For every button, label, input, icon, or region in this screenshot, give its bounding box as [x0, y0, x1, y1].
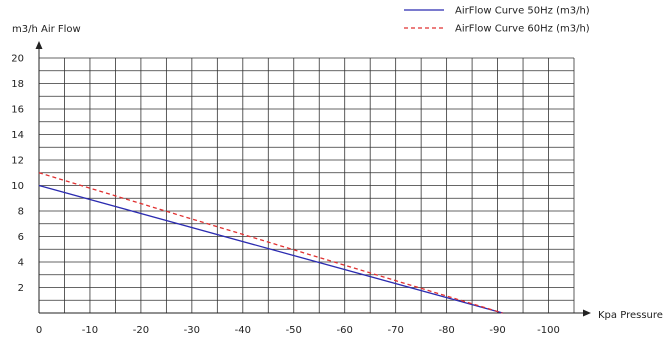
legend-label: AirFlow Curve 50Hz (m3/h): [455, 6, 590, 17]
y-tick-label: 14: [11, 130, 24, 141]
x-tick-label: 0: [36, 325, 42, 336]
x-tick-label: -20: [133, 325, 149, 336]
x-tick-label: -100: [537, 325, 560, 336]
axes: [35, 41, 591, 317]
y-tick-label: 6: [18, 232, 24, 243]
x-tick-label: -40: [235, 325, 251, 336]
series-lines: [38, 172, 503, 314]
x-tick-label: -30: [184, 325, 200, 336]
y-tick-label: 18: [11, 79, 24, 90]
x-tick-label: -10: [82, 325, 98, 336]
x-axis-label: Kpa Pressure: [598, 310, 663, 321]
legend-label: AirFlow Curve 60Hz (m3/h): [455, 24, 590, 35]
y-tick-label: 10: [11, 181, 24, 192]
tick-labels: 0 -10 -20 -30 -40 -50 -60 -70 -80 -90 -100 2 4 6 8 10 12…: [11, 54, 560, 337]
y-axis-arrow: [35, 41, 43, 49]
series-line-60hz: [38, 172, 503, 314]
y-axis-label: m3/h Air Flow: [12, 24, 81, 35]
x-axis-arrow: [583, 309, 591, 317]
series-line-50hz: [38, 184, 503, 314]
x-tick-label: -60: [337, 325, 353, 336]
grid: [39, 57, 575, 313]
y-tick-label: 16: [11, 105, 24, 116]
y-tick-label: 20: [11, 54, 24, 65]
y-tick-label: 12: [11, 156, 24, 167]
legend: AirFlow Curve 50Hz (m3/h) AirFlow Curve 6…: [404, 6, 590, 35]
y-tick-label: 8: [18, 207, 24, 218]
y-tick-label: 4: [18, 258, 24, 269]
y-tick-label: 2: [18, 283, 24, 294]
x-tick-label: -80: [438, 325, 454, 336]
x-tick-label: -90: [489, 325, 505, 336]
x-tick-label: -50: [286, 325, 302, 336]
x-tick-label: -70: [387, 325, 403, 336]
